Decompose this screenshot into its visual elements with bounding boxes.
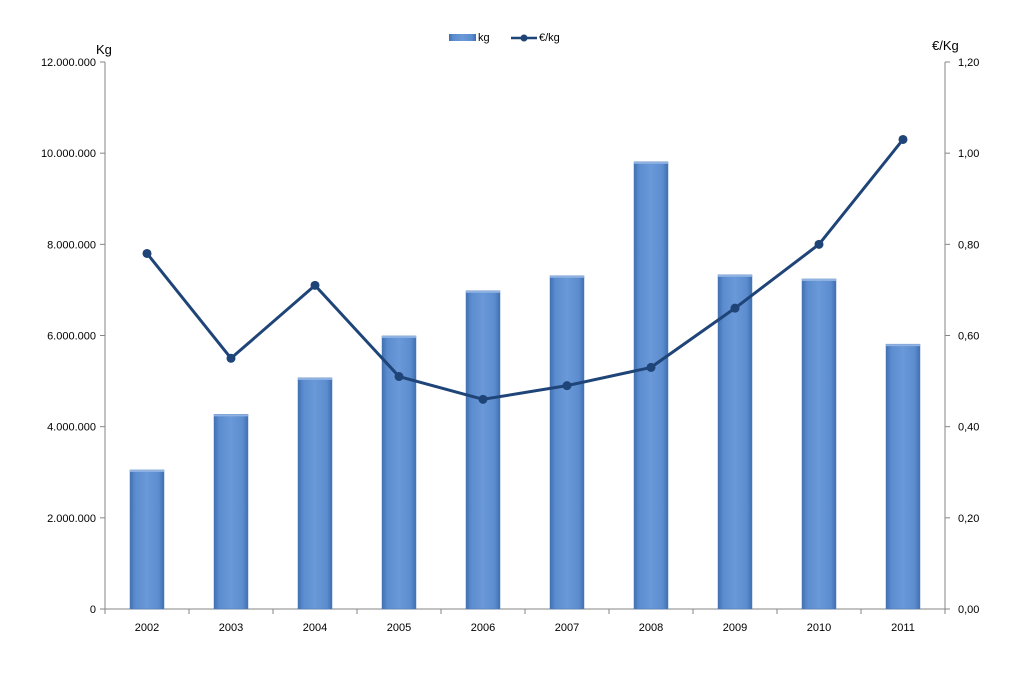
- legend-kg-swatch: [449, 34, 476, 41]
- y2-tick-label: 1,00: [958, 148, 979, 160]
- bar-2004: [297, 377, 333, 610]
- bar-top-highlight: [382, 335, 416, 338]
- y-tick-label: 4.000.000: [47, 422, 96, 434]
- x-axis-ticks: 2002 2003 2004 2005 2006 2007 2008 2009 2010 2011: [104, 609, 946, 634]
- price-point-2006: [478, 394, 488, 404]
- legend: kg €/kg: [449, 32, 560, 44]
- x-tick-label: 2009: [723, 622, 747, 634]
- y-tick-label: 12.000.000: [41, 57, 96, 69]
- y2-tick-label: 0,60: [958, 331, 979, 343]
- price-line: [145, 138, 905, 401]
- y-tick-label: 0: [90, 604, 96, 616]
- bar-top-highlight: [214, 414, 248, 417]
- bar-2003: [213, 414, 249, 610]
- x-tick-label: 2011: [891, 622, 915, 634]
- x-tick-label: 2010: [807, 622, 831, 634]
- bar-2010: [801, 278, 837, 610]
- legend-price-swatch-marker: [520, 34, 528, 42]
- y-tick-label: 2.000.000: [47, 513, 96, 525]
- y2-tick-label: 0,20: [958, 513, 979, 525]
- bar-top-highlight: [634, 161, 668, 164]
- bar-series-kg: [129, 161, 921, 610]
- x-tick-label: 2004: [303, 622, 327, 634]
- y2-tick-label: 0,00: [958, 604, 979, 616]
- y-tick-label: 6.000.000: [47, 331, 96, 343]
- bar-2009: [717, 274, 753, 610]
- legend-kg-label: kg: [478, 32, 490, 44]
- bar-top-highlight: [802, 278, 836, 281]
- bar-2008: [633, 161, 669, 610]
- y2-tick-label: 0,40: [958, 422, 979, 434]
- price-point-2003: [226, 353, 236, 363]
- bar-top-highlight: [298, 377, 332, 380]
- bar-2011: [885, 343, 921, 610]
- price-point-2011: [898, 134, 908, 144]
- y-tick-label: 8.000.000: [47, 239, 96, 251]
- bar-2006: [465, 290, 501, 610]
- x-tick-label: 2002: [135, 622, 159, 634]
- y2-axis-ticks: 0,00 0,20 0,40 0,60 0,80 1,00 1,20: [945, 57, 979, 616]
- y-axis-ticks: 0 2.000.000 4.000.000 6.000.000 8.000.000 10.…: [41, 57, 105, 616]
- price-point-2002: [142, 248, 152, 258]
- bar-top-highlight: [466, 290, 500, 293]
- bar-top-highlight: [718, 274, 752, 277]
- y2-tick-label: 1,20: [958, 57, 979, 69]
- x-tick-label: 2006: [471, 622, 495, 634]
- x-tick-label: 2005: [387, 622, 411, 634]
- bar-top-highlight: [550, 275, 584, 278]
- y-axis-title: Kg: [96, 42, 112, 57]
- price-point-2007: [562, 381, 572, 391]
- y-tick-label: 10.000.000: [41, 148, 96, 160]
- x-tick-label: 2007: [555, 622, 579, 634]
- x-tick-label: 2008: [639, 622, 663, 634]
- bar-2007: [549, 275, 585, 610]
- price-point-2008: [646, 362, 656, 372]
- line-series-price: [142, 134, 908, 404]
- price-point-2005: [394, 372, 404, 382]
- bar-2002: [129, 469, 165, 610]
- bar-top-highlight: [886, 344, 920, 347]
- price-point-2009: [730, 303, 740, 313]
- y2-axis-title: €/Kg: [932, 38, 959, 53]
- legend-price-label: €/kg: [539, 32, 560, 44]
- price-point-2004: [310, 280, 320, 290]
- bar-2005: [381, 335, 417, 610]
- price-point-2010: [814, 239, 824, 249]
- y2-tick-label: 0,80: [958, 239, 979, 251]
- bar-top-highlight: [130, 469, 164, 472]
- x-tick-label: 2003: [219, 622, 243, 634]
